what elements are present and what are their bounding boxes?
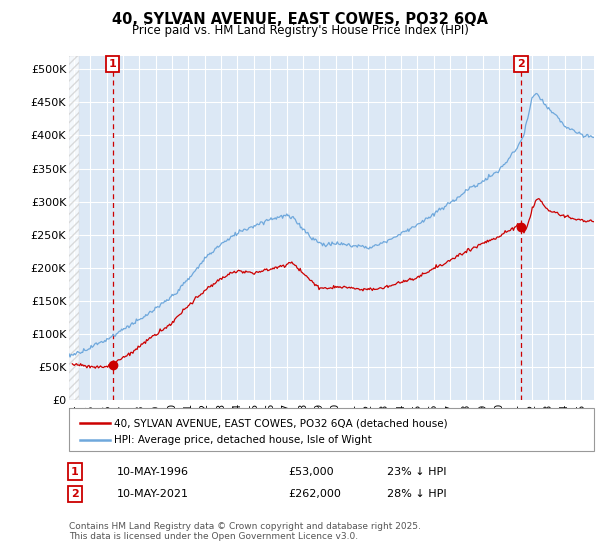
Text: 2: 2 xyxy=(71,489,79,499)
Text: £53,000: £53,000 xyxy=(288,466,334,477)
Text: Price paid vs. HM Land Registry's House Price Index (HPI): Price paid vs. HM Land Registry's House … xyxy=(131,24,469,37)
Text: £262,000: £262,000 xyxy=(288,489,341,499)
Text: HPI: Average price, detached house, Isle of Wight: HPI: Average price, detached house, Isle… xyxy=(114,435,372,445)
Text: 23% ↓ HPI: 23% ↓ HPI xyxy=(387,466,446,477)
Text: Contains HM Land Registry data © Crown copyright and database right 2025.
This d: Contains HM Land Registry data © Crown c… xyxy=(69,522,421,542)
Text: 10-MAY-1996: 10-MAY-1996 xyxy=(117,466,189,477)
Text: 10-MAY-2021: 10-MAY-2021 xyxy=(117,489,189,499)
Text: 40, SYLVAN AVENUE, EAST COWES, PO32 6QA: 40, SYLVAN AVENUE, EAST COWES, PO32 6QA xyxy=(112,12,488,27)
Text: 2: 2 xyxy=(518,59,525,69)
Text: 28% ↓ HPI: 28% ↓ HPI xyxy=(387,489,446,499)
Text: 40, SYLVAN AVENUE, EAST COWES, PO32 6QA (detached house): 40, SYLVAN AVENUE, EAST COWES, PO32 6QA … xyxy=(114,418,448,428)
Text: 1: 1 xyxy=(71,466,79,477)
Text: 1: 1 xyxy=(109,59,116,69)
